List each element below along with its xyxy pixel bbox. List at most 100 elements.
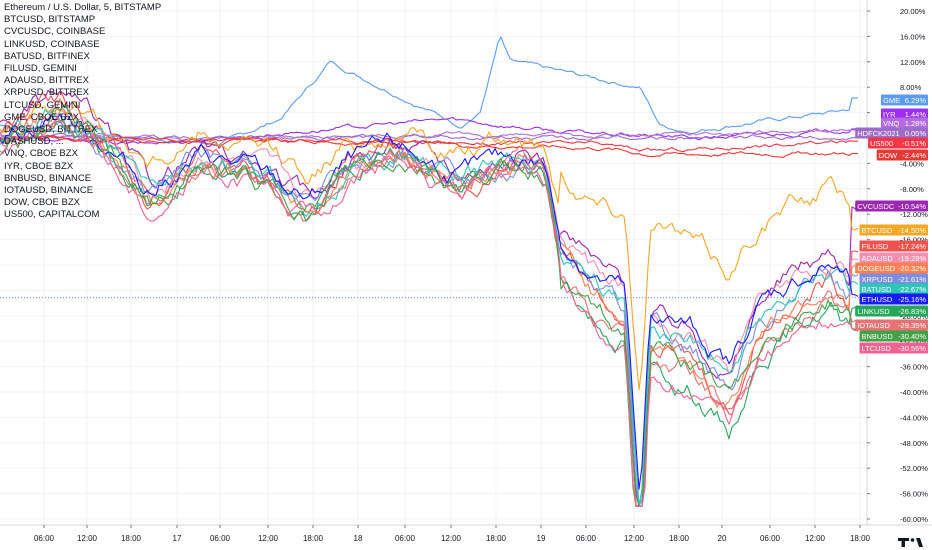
series-badge-name: ADAUSD <box>862 254 894 263</box>
y-tick-label: 12.00% <box>900 58 926 67</box>
y-tick-label: 8.00% <box>900 83 922 92</box>
series-badge-value: -30.56% <box>898 344 926 353</box>
series-badge-ethusd <box>859 293 928 305</box>
x-tick-label: 12:00 <box>624 534 645 543</box>
series-badge-value: -19.28% <box>898 254 926 263</box>
y-tick-label: -32.00% <box>900 337 928 346</box>
legend-entry: BATUSD, BITFINEX <box>4 50 90 62</box>
x-tick-label: 19 <box>537 534 546 543</box>
x-tick-label: 06:00 <box>395 534 416 543</box>
series-badge-value: -26.83% <box>898 307 926 316</box>
x-tick-label: 12:00 <box>77 534 98 543</box>
x-tick-label: 06:00 <box>576 534 597 543</box>
legend-entry: GME, CBOE BZX <box>4 111 79 123</box>
series-badge-us500 <box>868 137 928 149</box>
y-tick-label: -52.00% <box>900 464 928 473</box>
x-tick-label: 06:00 <box>34 534 55 543</box>
series-badge-ltcusd <box>859 342 928 354</box>
series-badge-gme <box>881 94 928 106</box>
series-badge-iyr <box>881 108 928 120</box>
series-badge-value: -29.35% <box>898 321 926 330</box>
y-tick-label: -44.00% <box>900 413 928 422</box>
series-badge-linkusd <box>855 305 928 317</box>
legend-entry: VNQ, CBOE BZX <box>4 148 78 160</box>
x-tick-label: 12:00 <box>258 534 279 543</box>
series-badge-name: DOW <box>879 151 898 160</box>
series-badge-value: 1.28% <box>905 119 927 128</box>
legend-entry: LINKUSD, COINBASE <box>4 38 100 50</box>
series-line-vnq <box>0 129 858 143</box>
series-line-ltcusd <box>0 116 859 507</box>
series-badge-value: 0.05% <box>905 129 927 138</box>
series-line-linkusd <box>0 105 859 507</box>
x-tick-label: 18:00 <box>850 534 871 543</box>
y-tick-label: -40.00% <box>900 388 928 397</box>
series-badge-vnq <box>881 117 928 129</box>
series-badge-cvcusdc <box>855 200 928 212</box>
legend-entry: BNBUSD, BINANCE <box>4 172 92 184</box>
series-badge-value: -14.50% <box>898 226 926 235</box>
series-badge-name: XRPUSD <box>862 275 894 284</box>
series-badge-name: LTCUSD <box>862 344 892 353</box>
legend-entry: DASHUSD, ... <box>4 136 64 148</box>
series-badge-name: BTCUSD <box>862 226 893 235</box>
x-tick-label: 18:00 <box>669 534 690 543</box>
series-line-iotausd <box>0 108 858 507</box>
y-tick-label: -36.00% <box>900 363 928 372</box>
series-line-batusd <box>0 109 859 507</box>
series-badge-name: CVCUSDC <box>857 202 895 211</box>
series-badge-name: FILUSD <box>862 242 889 251</box>
x-tick-label: 17 <box>173 534 182 543</box>
series-badge-dow <box>876 149 928 161</box>
legend-entry: DOGEUSD, BITTREX <box>4 124 98 136</box>
series-badge-bnbusd <box>859 330 928 342</box>
y-tick-label: -12.00% <box>900 210 928 219</box>
series-line-hdfck2021 <box>0 132 858 142</box>
series-badge-name: BATUSD <box>862 285 892 294</box>
series-badge-name: BNBUSD <box>862 332 894 341</box>
legend-entry: BTCUSD, BITSTAMP <box>4 14 96 26</box>
series-badge-name: HDFCK2021 <box>857 129 900 138</box>
series-badge-value: -17.24% <box>898 242 926 251</box>
legend-entry: XRPUSD, BITTREX <box>4 87 89 99</box>
series-badge-value: 6.29% <box>905 96 927 105</box>
x-tick-label: 18:00 <box>486 534 507 543</box>
y-tick-label: -4.00% <box>900 159 924 168</box>
series-badge-iotausd <box>855 319 928 331</box>
series-badge-value: -10.54% <box>898 202 926 211</box>
x-tick-label: 06:00 <box>760 534 781 543</box>
x-tick-label: 12:00 <box>441 534 462 543</box>
legend-entry: ADAUSD, BITTREX <box>4 75 89 87</box>
series-line-bnbusd <box>0 118 859 507</box>
series-badge-name: ETHUSD <box>862 295 893 304</box>
series-badge-value: -2.44% <box>902 151 926 160</box>
x-tick-label: 12:00 <box>805 534 826 543</box>
series-badge-value: -20.32% <box>898 264 926 273</box>
series-badge-value: -0.51% <box>902 139 926 148</box>
series-badge-batusd <box>859 283 928 295</box>
series-badge-value: -25.16% <box>898 295 926 304</box>
y-tick-label: -16.00% <box>900 236 928 245</box>
series-badge-name: LINKUSD <box>857 307 890 316</box>
x-tick-label: 18:00 <box>303 534 324 543</box>
x-tick-label: 20 <box>718 534 727 543</box>
series-badge-name: IYR <box>883 110 896 119</box>
series-badge-name: IOTAUSD <box>857 321 890 330</box>
legend: Ethereum / U.S. Dollar, 5, BITSTAMP BTCU… <box>4 2 161 222</box>
series-badge-name: DOGEUSD <box>857 264 896 273</box>
legend-title: Ethereum / U.S. Dollar, 5, BITSTAMP <box>4 2 162 13</box>
y-tick-label: -60.00% <box>900 515 928 524</box>
x-tick-label: 06:00 <box>210 534 231 543</box>
legend-entry: FILUSD, GEMINI <box>4 63 77 75</box>
series-badge-hdfck2021 <box>855 127 928 139</box>
series-badge-name: US500 <box>870 139 893 148</box>
series-badge-name: GME <box>883 96 900 105</box>
series-badge-filusd <box>859 240 928 252</box>
legend-entry: US500, CAPITALCOM <box>4 209 100 221</box>
series-line-dogeusd <box>0 98 859 507</box>
y-tick-label: -48.00% <box>900 439 928 448</box>
y-tick-label: 16.00% <box>900 32 926 41</box>
legend-entry: LTCUSD, GEMINI <box>4 99 81 111</box>
